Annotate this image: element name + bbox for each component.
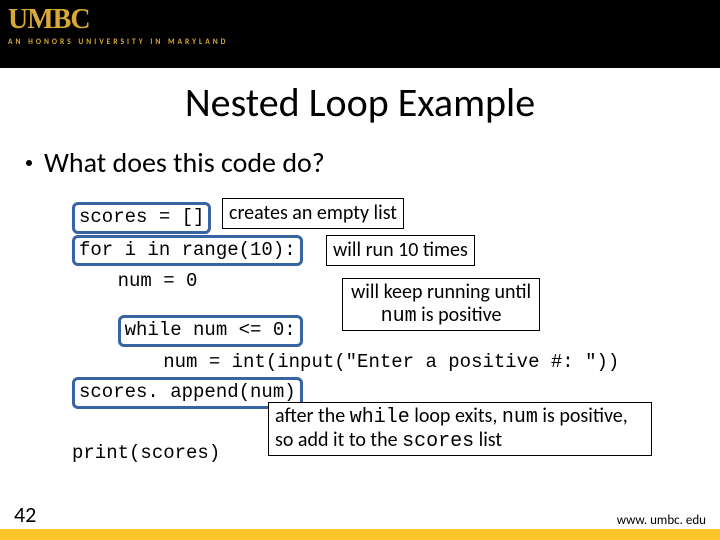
slide-title: Nested Loop Example [0, 78, 720, 127]
footer: 42 www. umbc. edu [0, 510, 720, 540]
annot-while-mono: while [350, 406, 410, 429]
bullet-text: What does this code do? [44, 145, 325, 180]
annotation-keep-running: will keep running until num is positive [342, 278, 540, 331]
code-indent-while [72, 319, 118, 341]
annot-scores-mono: scores [402, 430, 474, 453]
annotation-is-positive: is positive [417, 303, 502, 327]
annotation-after-while: after the while loop exits, num is posit… [268, 402, 652, 456]
code-input: num = int(input("Enter a positive #: ")) [72, 350, 720, 376]
annot-end: list [474, 428, 502, 452]
code-scores-assign: scores = [] [72, 202, 211, 234]
annotation-num-mono: num [381, 305, 417, 328]
logo: UMBC AN HONORS UNIVERSITY IN MARYLAND [8, 4, 228, 47]
code-while: while num <= 0: [118, 315, 303, 347]
bullet-row: What does this code do? [26, 145, 720, 180]
code-for-loop: for i in range(10): [72, 235, 303, 267]
annot-num-mono: num [502, 406, 538, 429]
annot-mid: loop exits, [410, 404, 502, 428]
logo-tagline: AN HONORS UNIVERSITY IN MARYLAND [8, 38, 228, 47]
annotation-run-10: will run 10 times [326, 235, 475, 266]
logo-text: UMBC [8, 4, 228, 36]
annotation-keep-running-line1: will keep running until [351, 281, 531, 304]
footer-url: www. umbc. edu [617, 513, 706, 528]
header-bar: UMBC AN HONORS UNIVERSITY IN MARYLAND [0, 0, 720, 68]
annotation-keep-running-line2: num is positive [351, 304, 531, 328]
slide-number: 42 [14, 501, 36, 528]
bullet-icon [26, 160, 32, 166]
footer-bar [0, 529, 720, 540]
code-area: creates an empty list scores = [] for i … [72, 202, 720, 466]
annot-after-pre: after the [275, 404, 350, 428]
annotation-empty-list: creates an empty list [222, 198, 404, 229]
